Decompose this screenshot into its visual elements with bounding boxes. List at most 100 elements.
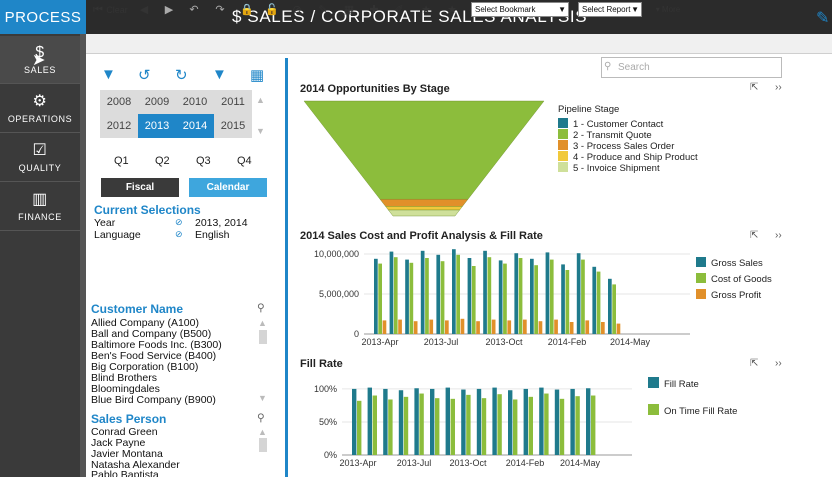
nav-item-sales[interactable]: $ SALES (0, 36, 80, 84)
list-item[interactable]: Conrad Green (91, 426, 158, 438)
year-scroll-up-icon[interactable]: ▲ (256, 95, 265, 105)
year-2014[interactable]: 2014 (176, 114, 214, 138)
bar (452, 249, 456, 334)
expand-icon[interactable]: ›› (775, 358, 782, 369)
clear-selection-icon[interactable]: ⊘ (175, 229, 183, 239)
edit-icon[interactable]: ✎ (318, 4, 328, 16)
search-input[interactable]: Search (601, 57, 782, 78)
chevron-down-icon: ▼ (631, 5, 639, 14)
filter-icon[interactable]: ▼ (212, 66, 227, 83)
dollar-icon: $ (35, 44, 45, 61)
bar (513, 399, 518, 455)
bar (565, 270, 570, 334)
year-2011[interactable]: 2011 (221, 96, 245, 108)
list-item[interactable]: Big Corporation (B100) (91, 361, 199, 373)
nav-item-quality[interactable]: ☑ QUALITY (0, 134, 80, 182)
bar-chart-icon: ▥ (32, 191, 48, 208)
expand-icon[interactable]: ›› (775, 82, 782, 93)
bar (374, 258, 378, 334)
unlock-icon[interactable]: 🔓 (265, 4, 279, 16)
list-item[interactable]: Blue Bird Company (B900) (91, 394, 216, 406)
year-2009[interactable]: 2009 (144, 96, 170, 108)
quarter-q4[interactable]: Q4 (237, 155, 252, 167)
list-item[interactable]: Natasha Alexander (91, 459, 180, 471)
bar (581, 259, 585, 334)
checkbox-icon: ☑ (32, 142, 48, 159)
quarter-q1[interactable]: Q1 (114, 155, 129, 167)
add-icon[interactable]: ✚ (369, 4, 379, 16)
list-item[interactable]: Bloomingdales (91, 383, 160, 395)
tools-icon[interactable]: ✎ (816, 10, 830, 27)
nav-item-operations[interactable]: ⚙ OPERATIONS (0, 85, 80, 133)
fiscal-button[interactable]: Fiscal (101, 178, 179, 197)
lock-icon[interactable]: 🔒 (240, 4, 254, 16)
search-icon[interactable]: ⚲ (257, 302, 265, 314)
legend-label: 2 - Transmit Quote (573, 130, 652, 141)
list-item[interactable]: Ben's Food Service (B400) (91, 350, 217, 362)
chart-icon[interactable]: ▦ (343, 4, 355, 16)
expand-icon[interactable]: ›› (775, 230, 782, 241)
first-page-icon[interactable]: ⏮ (93, 4, 103, 16)
search-icon[interactable]: ⚲ (257, 412, 265, 424)
undo-filter-icon[interactable]: ↺ (138, 67, 151, 84)
export-icon[interactable]: ⇱ (750, 82, 759, 93)
clear-button[interactable]: Clear (106, 5, 128, 15)
bar (569, 322, 574, 334)
undo-icon[interactable]: ↶ (189, 4, 199, 16)
bar (383, 388, 388, 455)
year-2008[interactable]: 2008 (106, 96, 132, 108)
report-select[interactable]: Select Report ▼ (578, 2, 642, 17)
year-2010[interactable]: 2010 (182, 96, 208, 108)
funnel-legend-item: 2 - Transmit Quote (558, 129, 652, 141)
legend-label: Cost of Goods (711, 274, 772, 285)
forward-icon[interactable]: ▶ (164, 4, 174, 16)
year-2012[interactable]: 2012 (106, 120, 132, 132)
list-item[interactable]: Ball and Company (B500) (91, 328, 212, 340)
calendar-button[interactable]: Calendar (189, 178, 267, 197)
clear-selections-icon[interactable]: ⊘ (292, 4, 302, 16)
salesperson-scrollbar-thumb[interactable] (259, 438, 267, 452)
back-icon[interactable]: ◀ (139, 4, 149, 16)
year-2013[interactable]: 2013 (138, 114, 176, 138)
bookmark-icon[interactable]: ★ (447, 4, 457, 16)
legend-swatch (696, 273, 706, 283)
customer-scroll-down-icon[interactable]: ▼ (258, 393, 267, 403)
legend-swatch (558, 151, 568, 161)
bookmark-select[interactable]: Select Bookmark ▼ (471, 2, 569, 17)
calendar-icon[interactable]: ▦ (250, 67, 265, 84)
list-item[interactable]: Blind Brothers (91, 372, 157, 384)
brand-process-button[interactable]: PROCESS (0, 0, 86, 34)
brush-icon[interactable]: ✐ (394, 4, 404, 16)
current-selections-title: Current Selections (94, 203, 201, 217)
bar (596, 271, 601, 334)
nav-label: OPERATIONS (7, 114, 73, 124)
list-item[interactable]: Pablo Baptista (91, 469, 159, 477)
list-item[interactable]: Jack Payne (91, 437, 146, 449)
year-scroll-down-icon[interactable]: ▼ (256, 126, 265, 136)
customer-name-title: Customer Name (91, 302, 184, 316)
funnel-chart (303, 100, 545, 217)
export-icon[interactable]: ⇱ (750, 230, 759, 241)
funnel-legend-title: Pipeline Stage (558, 104, 620, 115)
customer-scrollbar-thumb[interactable] (259, 330, 267, 344)
customer-scroll-up-icon[interactable]: ▲ (258, 318, 267, 328)
redo-icon[interactable]: ↷ (215, 4, 225, 16)
export-icon[interactable]: ⇱ (750, 358, 759, 369)
quarter-q3[interactable]: Q3 (196, 155, 211, 167)
nav-item-finance[interactable]: ▥ FINANCE (0, 183, 80, 231)
salesperson-scroll-up-icon[interactable]: ▲ (258, 427, 267, 437)
bar (403, 396, 409, 455)
clear-filter-icon[interactable]: ▼ (101, 66, 116, 83)
redo-filter-icon[interactable]: ↻ (175, 67, 188, 84)
quarter-q2[interactable]: Q2 (155, 155, 170, 167)
more-button[interactable]: ▾ More (655, 5, 681, 14)
year-2015[interactable]: 2015 (220, 120, 246, 132)
list-item[interactable]: Allied Company (A100) (91, 317, 199, 329)
report-select-value: Select Report (582, 5, 631, 14)
list-item[interactable]: Javier Montana (91, 448, 163, 460)
bar (575, 396, 580, 455)
add-bookmark-icon[interactable]: ★ (421, 4, 431, 16)
list-item[interactable]: Baltimore Foods Inc. (B300) (91, 339, 222, 351)
clear-selection-icon[interactable]: ⊘ (175, 217, 183, 227)
